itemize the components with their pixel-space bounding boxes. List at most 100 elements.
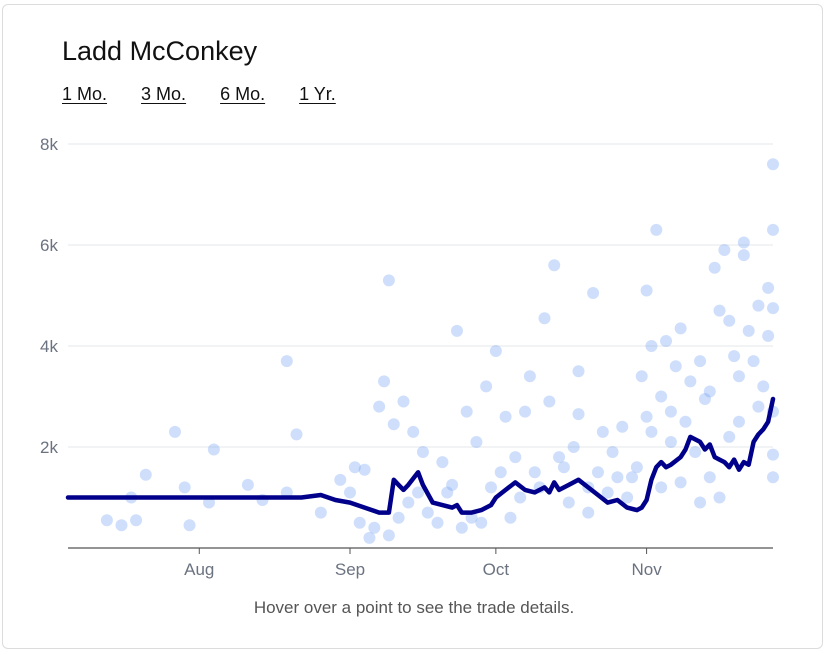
trade-point[interactable]: [582, 506, 595, 519]
trade-point[interactable]: [358, 463, 371, 476]
trade-point[interactable]: [397, 395, 410, 408]
trade-point[interactable]: [601, 486, 614, 499]
trade-point[interactable]: [752, 299, 765, 312]
trade-point[interactable]: [344, 486, 356, 499]
trade-point[interactable]: [674, 476, 687, 489]
trade-point[interactable]: [698, 393, 711, 406]
trade-point[interactable]: [742, 324, 755, 337]
trade-point[interactable]: [407, 425, 420, 438]
trade-point[interactable]: [130, 514, 143, 527]
trade-point[interactable]: [139, 468, 152, 481]
trade-point[interactable]: [732, 415, 745, 428]
trade-point[interactable]: [348, 461, 361, 474]
trade-point[interactable]: [538, 312, 551, 325]
trade-point[interactable]: [290, 428, 303, 441]
trade-point[interactable]: [480, 380, 493, 393]
trade-point[interactable]: [314, 506, 327, 519]
trade-point[interactable]: [767, 302, 779, 315]
trade-point[interactable]: [723, 430, 736, 443]
trade-point[interactable]: [703, 471, 716, 484]
trade-point[interactable]: [694, 496, 707, 509]
trade-point[interactable]: [504, 511, 517, 524]
trade-point[interactable]: [402, 496, 415, 509]
trade-point[interactable]: [509, 451, 522, 464]
trade-point[interactable]: [441, 486, 454, 499]
trade-point[interactable]: [455, 521, 468, 534]
trade-point[interactable]: [645, 425, 658, 438]
trade-point[interactable]: [635, 370, 648, 383]
trade-point[interactable]: [519, 405, 532, 418]
trade-point[interactable]: [416, 446, 429, 459]
trade-point[interactable]: [557, 461, 570, 474]
trade-point[interactable]: [543, 395, 556, 408]
trade-point[interactable]: [392, 511, 405, 524]
range-1-year[interactable]: 1 Yr.: [299, 84, 336, 104]
trade-point[interactable]: [334, 473, 347, 486]
trade-point[interactable]: [412, 486, 425, 499]
trade-point[interactable]: [470, 435, 483, 448]
trade-point[interactable]: [460, 405, 473, 418]
trade-point[interactable]: [645, 340, 658, 352]
trade-point[interactable]: [596, 425, 609, 438]
trade-point[interactable]: [562, 496, 575, 509]
trade-point[interactable]: [650, 223, 663, 236]
trade-point[interactable]: [183, 519, 196, 532]
trade-point[interactable]: [679, 415, 692, 428]
trade-point[interactable]: [713, 491, 726, 504]
trade-point[interactable]: [640, 284, 653, 297]
trade-point[interactable]: [762, 329, 775, 342]
trade-point[interactable]: [387, 418, 400, 431]
trade-point[interactable]: [368, 521, 381, 534]
trade-point[interactable]: [207, 443, 220, 456]
range-6-months[interactable]: 6 Mo.: [220, 84, 266, 104]
trade-point[interactable]: [655, 390, 668, 403]
trade-point[interactable]: [728, 350, 741, 363]
trade-point[interactable]: [168, 425, 181, 438]
trade-point[interactable]: [489, 345, 502, 358]
trade-point[interactable]: [660, 334, 673, 347]
trade-point[interactable]: [684, 375, 697, 388]
trade-point[interactable]: [100, 514, 113, 527]
trade-point[interactable]: [630, 461, 643, 474]
trade-point[interactable]: [703, 385, 716, 398]
trade-point[interactable]: [280, 355, 293, 368]
trade-point[interactable]: [767, 158, 779, 171]
trade-point[interactable]: [626, 471, 638, 484]
trade-point[interactable]: [737, 236, 750, 249]
trade-point[interactable]: [494, 466, 507, 479]
trade-point[interactable]: [475, 516, 488, 529]
trade-point[interactable]: [621, 491, 634, 504]
trade-point[interactable]: [363, 531, 376, 544]
range-1-month[interactable]: 1 Mo.: [62, 84, 108, 104]
trade-point[interactable]: [382, 274, 395, 287]
trade-point[interactable]: [713, 304, 726, 317]
trade-point[interactable]: [616, 420, 629, 433]
trade-point[interactable]: [640, 410, 653, 423]
trade-point[interactable]: [567, 441, 580, 453]
trade-point[interactable]: [241, 478, 254, 491]
trade-point[interactable]: [732, 370, 745, 383]
trade-point[interactable]: [591, 466, 604, 479]
trade-point[interactable]: [436, 456, 449, 469]
trade-point[interactable]: [548, 259, 561, 272]
trade-point[interactable]: [587, 286, 600, 299]
trade-point[interactable]: [499, 410, 512, 423]
trade-point[interactable]: [752, 400, 765, 413]
trade-point[interactable]: [611, 471, 624, 484]
trade-point[interactable]: [514, 491, 527, 504]
trade-point[interactable]: [737, 249, 750, 262]
trade-point[interactable]: [373, 400, 386, 413]
trade-point[interactable]: [664, 435, 677, 448]
trade-point[interactable]: [757, 380, 770, 393]
trade-point[interactable]: [431, 516, 444, 529]
trade-point[interactable]: [446, 478, 459, 491]
trade-point[interactable]: [115, 519, 128, 532]
trade-point[interactable]: [767, 471, 779, 484]
trade-point[interactable]: [523, 370, 536, 383]
trade-point[interactable]: [485, 481, 497, 494]
trade-point[interactable]: [674, 322, 687, 335]
trade-point[interactable]: [669, 360, 682, 373]
trade-point[interactable]: [767, 448, 779, 461]
trade-point[interactable]: [747, 355, 760, 368]
trade-point[interactable]: [528, 466, 541, 479]
